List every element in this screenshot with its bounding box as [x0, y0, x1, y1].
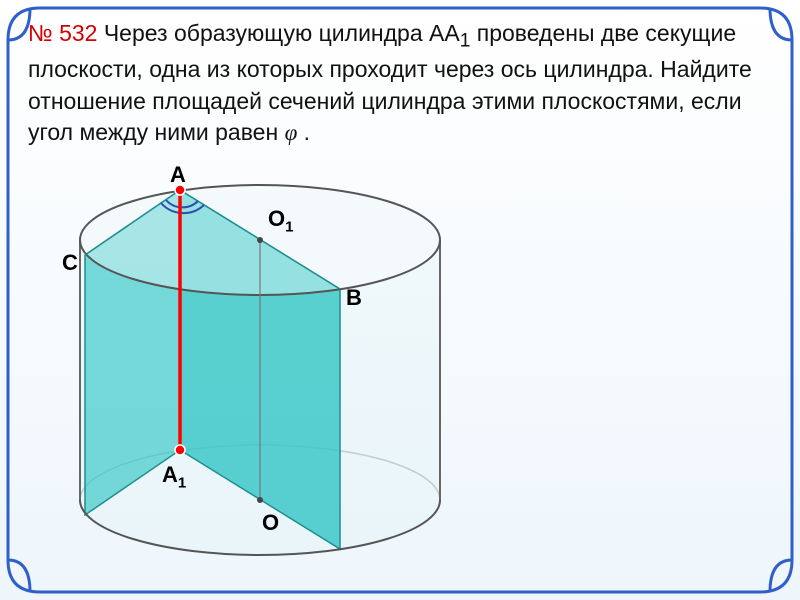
cylinder-diagram: A O1 C B A1 O [50, 170, 470, 585]
problem-text: № 532 Через образующую цилиндра AA1 пров… [28, 18, 772, 148]
point-o1 [257, 237, 263, 243]
label-o: O [262, 510, 279, 536]
label-a1: A1 [162, 462, 186, 491]
point-o [257, 497, 263, 503]
problem-number: № 532 [28, 20, 97, 46]
label-c: C [62, 250, 78, 276]
label-b: B [346, 285, 362, 311]
point-a1 [175, 445, 185, 455]
label-o1: O1 [268, 206, 293, 235]
label-a: A [170, 162, 186, 188]
